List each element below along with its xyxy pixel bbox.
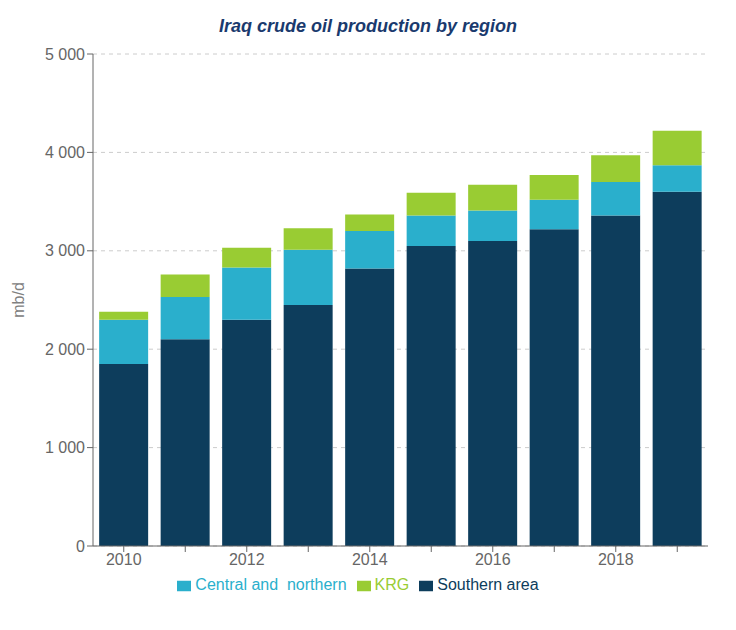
svg-text:2012: 2012 — [229, 551, 265, 568]
svg-text:2014: 2014 — [352, 551, 388, 568]
svg-text:2010: 2010 — [106, 551, 142, 568]
svg-text:1 000: 1 000 — [45, 439, 85, 456]
html-text:KRG: KRG — [374, 576, 410, 593]
svg-text:2016: 2016 — [475, 551, 511, 568]
svg-text:4 000: 4 000 — [45, 144, 85, 161]
html-text:Southern area: Southern area — [437, 576, 539, 593]
svg-text:3 000: 3 000 — [45, 242, 85, 259]
svg-text:2 000: 2 000 — [45, 341, 85, 358]
svg-text:mb/d: mb/d — [10, 282, 27, 318]
html-text:Iraq crude oil production by r: Iraq crude oil production by region — [219, 16, 517, 36]
svg-text:0: 0 — [76, 538, 85, 555]
html-text:Central and northern: Central and northern — [195, 576, 347, 593]
svg-text:2018: 2018 — [598, 551, 634, 568]
svg-text:5 000: 5 000 — [45, 46, 85, 63]
